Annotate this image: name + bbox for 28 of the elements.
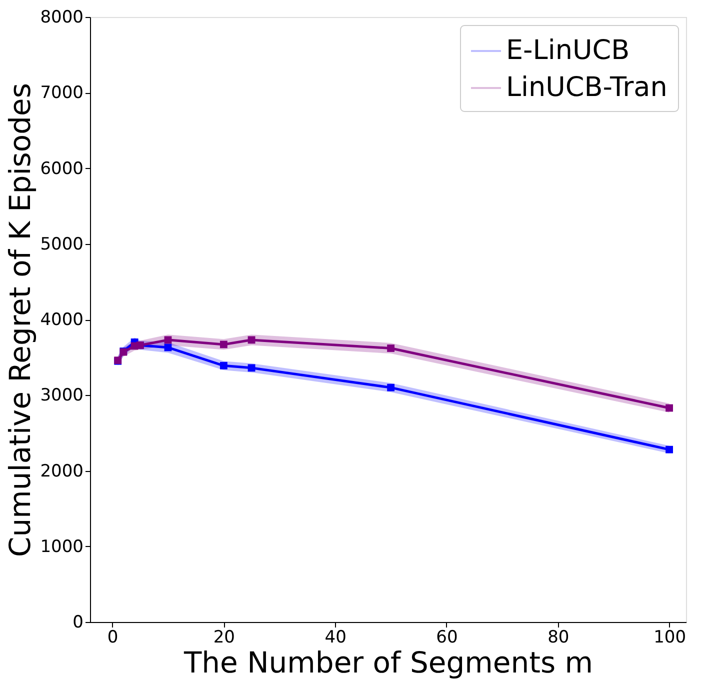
- point: [164, 336, 172, 344]
- y-tick-label: 2000: [40, 461, 84, 482]
- point: [666, 404, 673, 412]
- x-axis-title: The Number of Segments m: [182, 646, 594, 680]
- x-tick-label: 60: [436, 628, 458, 648]
- point: [666, 446, 673, 454]
- y-tick-label: 1000: [40, 536, 84, 557]
- point: [387, 344, 394, 352]
- point: [220, 362, 228, 370]
- point: [387, 384, 394, 392]
- x-tick-label: 40: [324, 628, 346, 648]
- point: [248, 336, 256, 344]
- y-axis-title: Cumulative Regret of K Episodes: [3, 83, 38, 557]
- y-tick-label: 4000: [40, 310, 84, 330]
- y-tick-label: 0: [72, 612, 84, 632]
- point: [220, 340, 228, 348]
- y-tick-label: 3000: [40, 386, 84, 406]
- x-tick-label: 20: [213, 628, 236, 648]
- y-tick-label: 8000: [40, 8, 84, 28]
- x-tick-label: 100: [654, 628, 686, 648]
- y-tick-label: 6000: [40, 158, 84, 179]
- y-tick-label: 7000: [40, 83, 84, 104]
- point: [248, 364, 256, 372]
- x-tick-label: 80: [548, 628, 570, 648]
- x-tick-label: 0: [107, 628, 118, 648]
- y-tick-label: 5000: [40, 234, 84, 254]
- legend-label: LinUCB-Tran: [506, 72, 668, 103]
- legend-label: E-LinUCB: [506, 35, 630, 66]
